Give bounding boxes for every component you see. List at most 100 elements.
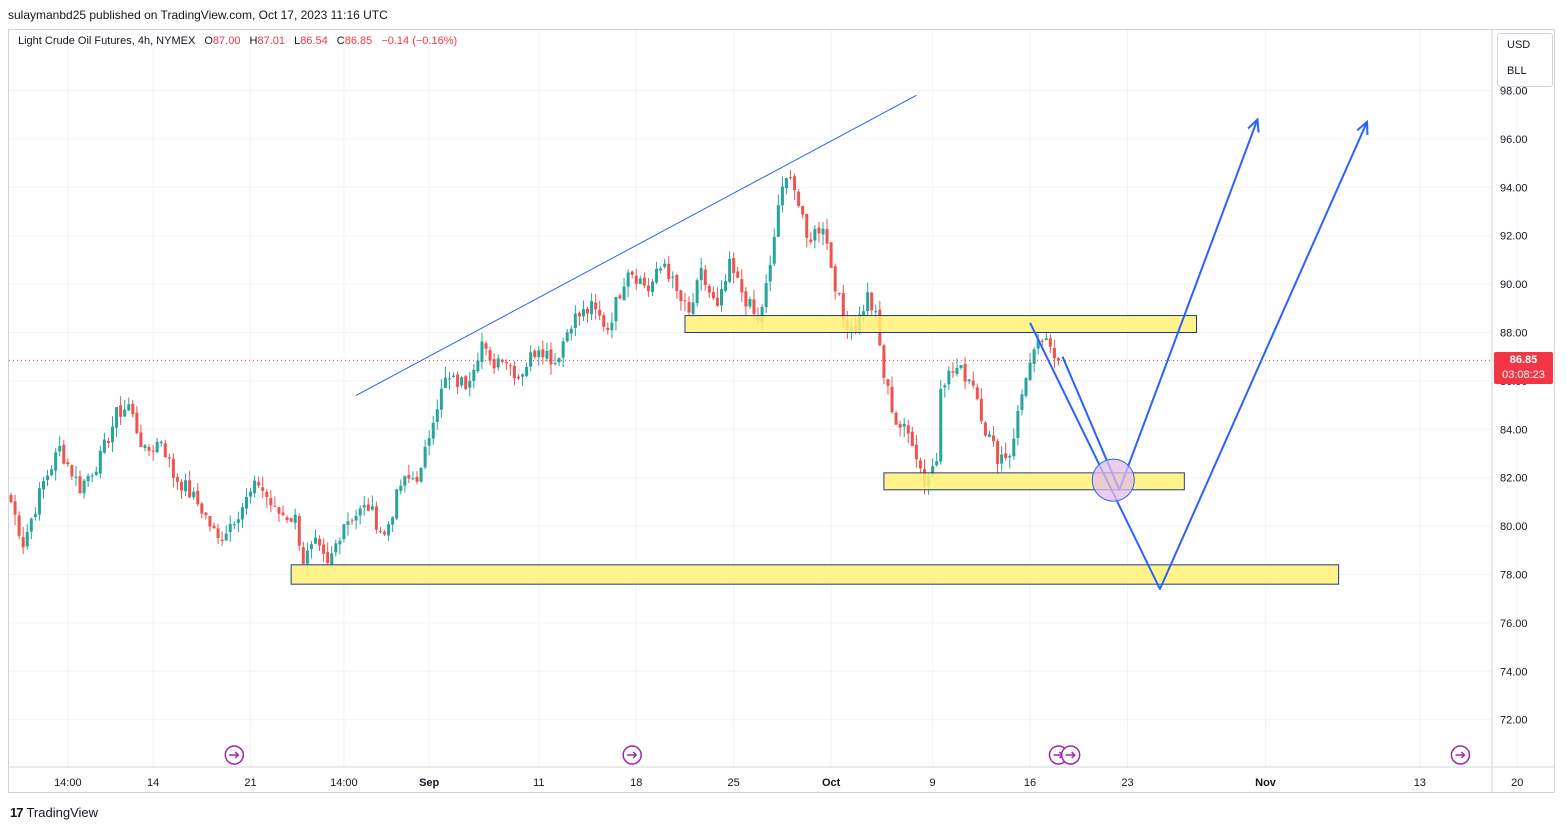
candle-body (212, 525, 216, 529)
candle-body (86, 475, 90, 482)
candle (541, 340, 545, 365)
candle (33, 507, 37, 521)
candle-body (106, 440, 110, 443)
candle (135, 406, 139, 435)
event-arrow-icon (1065, 751, 1076, 759)
candle-body (642, 277, 646, 286)
candle (748, 296, 752, 310)
candle (403, 475, 407, 493)
candle-body (809, 239, 813, 243)
candle (78, 470, 82, 494)
candle (821, 222, 825, 246)
candle-body (492, 359, 496, 369)
candle (54, 448, 58, 481)
open-label: O (204, 35, 213, 47)
candle-body (415, 476, 419, 482)
candle-body (216, 528, 220, 539)
candle (196, 483, 200, 507)
candle (573, 305, 577, 336)
candle (147, 444, 151, 457)
candle-body (188, 480, 192, 498)
candle-body (975, 387, 979, 399)
candle (17, 511, 21, 540)
candle (882, 343, 886, 385)
candle (472, 364, 476, 389)
candle (983, 420, 987, 437)
y-tick-label: 94.00 (1500, 182, 1528, 194)
x-tick-label: 18 (630, 777, 642, 789)
candle-body (699, 267, 703, 281)
event-arrow-icon (1455, 751, 1466, 759)
candle (460, 376, 464, 388)
candle (768, 255, 772, 292)
candle-body (898, 424, 902, 428)
candle-body (1032, 349, 1036, 365)
candle (1056, 357, 1060, 366)
candle-body (180, 481, 184, 491)
candle (837, 292, 841, 296)
candle-body (123, 409, 127, 417)
candle (1024, 377, 1028, 398)
candle (204, 511, 208, 520)
candle-body (127, 404, 131, 411)
candle (447, 371, 451, 390)
candle-body (906, 425, 910, 434)
bar-countdown: 03:08:23 (1502, 369, 1545, 381)
candle (184, 473, 188, 497)
candle (273, 496, 277, 507)
candle (443, 366, 447, 388)
high-value: 87.01 (257, 35, 285, 47)
candle (66, 458, 70, 467)
candle (346, 512, 350, 536)
candle-body (236, 519, 240, 523)
candle (955, 358, 959, 377)
candle-body (837, 292, 841, 295)
candle (1016, 404, 1020, 446)
candle (866, 282, 870, 317)
y-tick-label: 80.00 (1500, 521, 1528, 533)
candle (963, 357, 967, 390)
candle-body (598, 309, 602, 316)
candle-body (740, 279, 744, 293)
candle-body (192, 491, 196, 498)
candle-body (533, 350, 537, 358)
candle (350, 518, 354, 526)
candle-body (305, 550, 309, 564)
candle (115, 407, 119, 437)
candle (358, 505, 362, 525)
candle (776, 194, 780, 238)
candle-body (744, 291, 748, 307)
candle (1008, 453, 1012, 469)
candle (610, 312, 614, 339)
candle (318, 535, 322, 551)
currency-unit-box[interactable]: USD BLL (1497, 33, 1553, 87)
candle (764, 274, 768, 314)
candle (951, 362, 955, 379)
candle (979, 388, 983, 425)
candle (74, 466, 78, 486)
candle-body (634, 275, 638, 284)
candle-body (577, 312, 581, 317)
trendline (355, 94, 917, 396)
candle (415, 470, 419, 485)
candle (98, 445, 102, 479)
candle (309, 540, 313, 559)
candle (253, 475, 257, 498)
candle (508, 362, 512, 376)
candle (728, 251, 732, 284)
candle-body (468, 380, 472, 388)
candle (626, 269, 630, 298)
currency-label[interactable]: USD (1507, 39, 1531, 51)
arrow-head (1356, 119, 1369, 135)
candle (297, 513, 301, 551)
unit-label[interactable]: BLL (1507, 65, 1527, 77)
candle (687, 296, 691, 315)
candle-body (456, 374, 460, 387)
candle-body (443, 377, 447, 388)
tradingview-logo[interactable]: 17 TradingView (10, 805, 98, 820)
candle-body (208, 516, 212, 527)
candle-body (488, 350, 492, 361)
candle-body (663, 263, 667, 267)
candle (886, 378, 890, 395)
